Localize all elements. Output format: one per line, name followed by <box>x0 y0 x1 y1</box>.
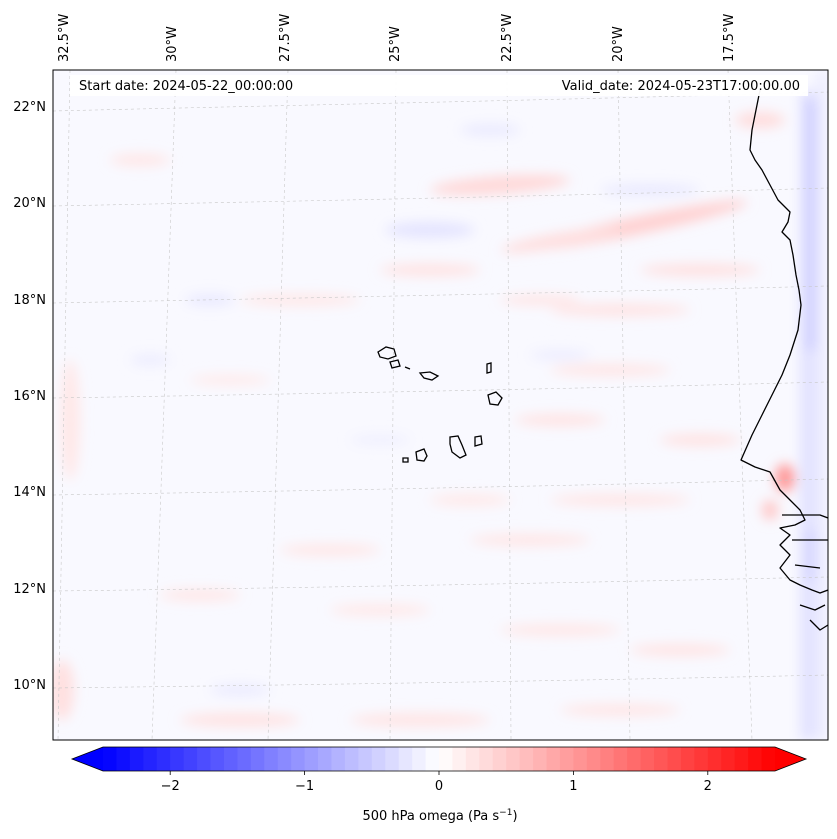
lon-label: 27.5°W <box>278 14 293 62</box>
colorbar-segment <box>129 747 144 771</box>
colorbar-segment <box>559 747 574 771</box>
colorbar-tick-label: −2 <box>161 779 180 794</box>
lon-label: 20°W <box>611 26 626 62</box>
longitude-labels: 32.5°W 30°W 27.5°W 25°W 22.5°W 20°W 17.5… <box>57 14 737 62</box>
lat-label: 22°N <box>13 100 46 115</box>
colorbar-segment <box>223 747 238 771</box>
colorbar-segment <box>318 747 333 771</box>
colorbar-ticks: −2 −1 0 1 2 <box>161 771 712 794</box>
colorbar-extend-max <box>775 747 806 771</box>
colorbar-label: 500 hPa omega (Pa s−1) <box>362 808 517 824</box>
colorbar-segment <box>533 747 548 771</box>
lat-label: 12°N <box>13 582 46 597</box>
colorbar-segments <box>103 747 776 771</box>
africa-coastline <box>740 89 828 594</box>
coastline <box>740 89 828 631</box>
colorbar-segment <box>707 747 722 771</box>
omega-anomaly-patches <box>53 70 828 740</box>
island-brava <box>402 457 409 463</box>
lat-label: 20°N <box>13 196 46 211</box>
colorbar-segment <box>479 747 494 771</box>
map-frame <box>52 69 829 741</box>
colorbar-segment <box>250 747 265 771</box>
lat-label: 18°N <box>13 293 46 308</box>
colorbar-segment <box>613 747 628 771</box>
colorbar-segment <box>344 747 359 771</box>
island-maio <box>474 435 483 447</box>
colorbar-segment <box>210 747 225 771</box>
colorbar-segment <box>425 747 440 771</box>
lon-label: 22.5°W <box>500 14 515 62</box>
colorbar-segment <box>667 747 682 771</box>
colorbar-segment <box>654 747 669 771</box>
colorbar-segment <box>183 747 198 771</box>
colorbar-tick-label: 0 <box>435 779 443 794</box>
colorbar-segment <box>761 747 776 771</box>
colorbar-segment <box>465 747 480 771</box>
island-sao-nicolau <box>418 371 440 381</box>
colorbar-segment <box>116 747 131 771</box>
lat-label: 14°N <box>13 485 46 500</box>
colorbar-segment <box>331 747 346 771</box>
colorbar-segment <box>385 747 400 771</box>
colorbar-segment <box>734 747 749 771</box>
colorbar-segment <box>680 747 695 771</box>
lon-label: 25°W <box>388 26 403 62</box>
colorbar-segment <box>291 747 306 771</box>
colorbar-segment <box>277 747 292 771</box>
colorbar-segment <box>304 747 319 771</box>
colorbar-tick-label: 1 <box>569 779 577 794</box>
colorbar-tick-label: −1 <box>295 779 314 794</box>
lon-label: 32.5°W <box>57 14 72 62</box>
colorbar-segment <box>412 747 427 771</box>
colorbar-segment <box>600 747 615 771</box>
lat-label: 10°N <box>13 678 46 693</box>
colorbar-segment <box>586 747 601 771</box>
colorbar-segment <box>748 747 763 771</box>
colorbar-extend-min <box>72 747 103 771</box>
island-santiago <box>449 435 467 459</box>
colorbar-segment <box>143 747 158 771</box>
valid-date-label: Valid_date: 2024-05-23T17:00:00.00 <box>562 79 800 94</box>
lon-label: 30°W <box>165 26 180 62</box>
colorbar-segment <box>573 747 588 771</box>
colorbar-segment <box>358 747 373 771</box>
island-sao-vicente <box>389 359 401 369</box>
cape-verde-islands <box>377 346 503 463</box>
colorbar-outline <box>70 746 808 772</box>
colorbar: −2 −1 0 1 2 500 hPa omega (Pa s−1) <box>70 746 808 824</box>
colorbar-segment <box>627 747 642 771</box>
colorbar-segment <box>264 747 279 771</box>
colorbar-segment <box>197 747 212 771</box>
colorbar-segment <box>546 747 561 771</box>
island-boa-vista <box>487 391 503 406</box>
lon-label: 17.5°W <box>722 14 737 62</box>
colorbar-segment <box>721 747 736 771</box>
island-sal <box>486 362 492 374</box>
map-panel: Start date: 2024-05-22_00:00:00 Valid_da… <box>53 70 828 740</box>
colorbar-segment <box>237 747 252 771</box>
colorbar-segment <box>398 747 413 771</box>
colorbar-segment <box>371 747 386 771</box>
island-santa-luzia <box>404 366 411 370</box>
island-fogo <box>415 448 428 462</box>
colorbar-tick-label: 2 <box>704 779 712 794</box>
info-box <box>70 75 808 96</box>
colorbar-segment <box>439 747 454 771</box>
lat-label: 16°N <box>13 389 46 404</box>
colorbar-segment <box>492 747 507 771</box>
colorbar-segment <box>506 747 521 771</box>
start-date-label: Start date: 2024-05-22_00:00:00 <box>79 79 293 94</box>
colorbar-segment <box>156 747 171 771</box>
colorbar-segment <box>103 747 118 771</box>
omega-field-background <box>53 70 828 740</box>
island-santo-antao <box>377 346 397 360</box>
latitude-labels: 22°N 20°N 18°N 16°N 14°N 12°N 10°N <box>13 100 46 693</box>
colorbar-segment <box>640 747 655 771</box>
colorbar-segment <box>694 747 709 771</box>
colorbar-segment <box>519 747 534 771</box>
colorbar-segment <box>170 747 185 771</box>
colorbar-segment <box>452 747 467 771</box>
